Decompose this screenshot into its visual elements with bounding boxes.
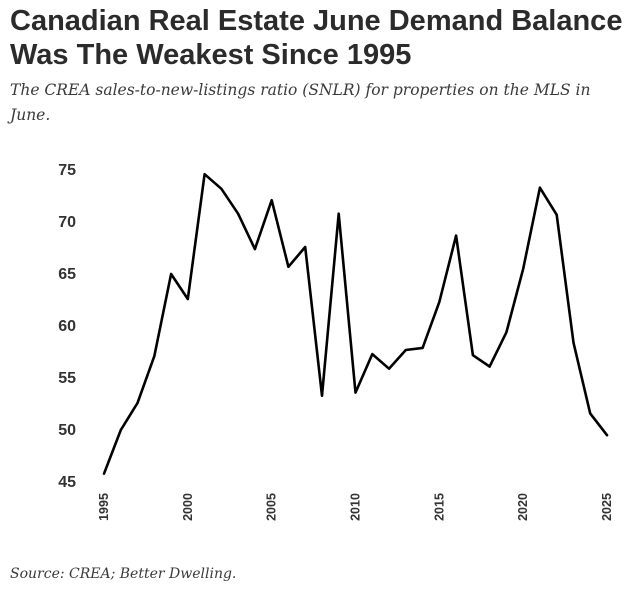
y-tick-label: 70	[58, 214, 76, 231]
x-tick-label: 2020	[516, 493, 530, 521]
y-axis: 45 50 55 60 65 70 75	[58, 162, 76, 491]
y-tick-label: 65	[58, 266, 76, 283]
x-tick-label: 2000	[181, 493, 195, 521]
x-axis: 1995 2000 2005 2010 2015 2020 2025	[97, 493, 614, 521]
x-tick-label: 2010	[349, 493, 363, 521]
x-tick-label: 1995	[97, 493, 111, 521]
x-tick-label: 2025	[600, 493, 614, 521]
chart-subtitle: The CREA sales-to-new-listings ratio (SN…	[10, 81, 591, 124]
x-tick-label: 2015	[432, 493, 446, 521]
y-tick-label: 75	[58, 162, 76, 179]
y-tick-label: 50	[58, 422, 76, 439]
y-tick-label: 60	[58, 318, 76, 335]
chart-title: Canadian Real Estate June Demand Balance…	[10, 5, 623, 71]
x-tick-label: 2005	[265, 493, 279, 521]
series-line-snlr	[102, 172, 609, 475]
y-tick-label: 45	[58, 474, 76, 491]
source-note: Source: CREA; Better Dwelling.	[10, 566, 237, 582]
y-tick-label: 55	[58, 370, 76, 387]
